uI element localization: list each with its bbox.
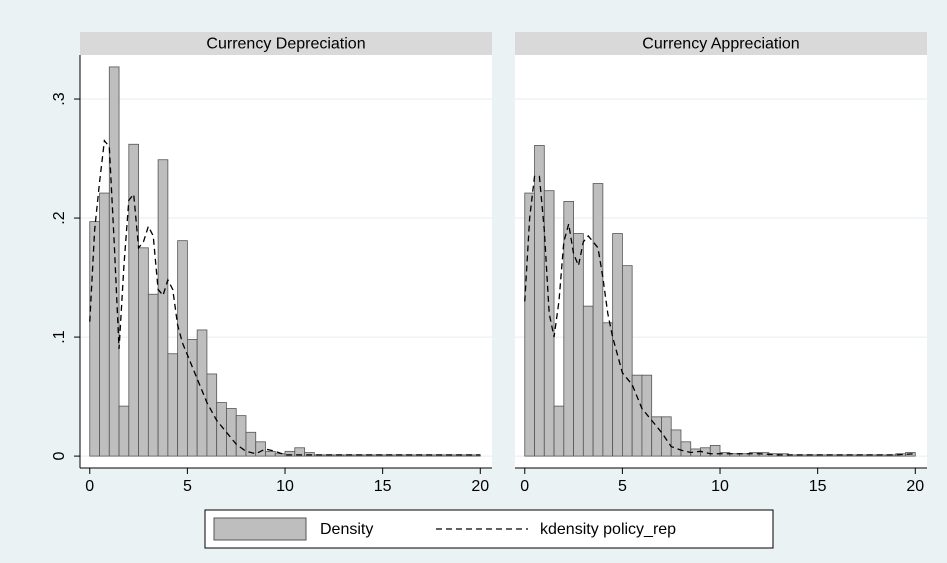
bar	[563, 200, 574, 457]
x-tick-label: 0	[85, 478, 94, 495]
bar	[602, 322, 614, 457]
x-tick-label: 20	[471, 478, 489, 495]
x-tick-label: 15	[809, 478, 827, 495]
kde-line	[89, 139, 481, 456]
bar	[680, 441, 692, 457]
bar	[274, 453, 286, 457]
bar	[157, 159, 169, 457]
x-tick-label: 5	[618, 478, 627, 495]
y-tick-label: 0	[51, 452, 68, 461]
bar	[196, 329, 208, 457]
bar	[670, 429, 682, 457]
bar	[226, 408, 237, 457]
bar	[108, 66, 120, 457]
bar	[265, 450, 276, 457]
bar	[534, 145, 545, 457]
bar	[118, 405, 130, 457]
panel-title: Currency Appreciation	[642, 36, 799, 53]
bar	[167, 353, 179, 457]
bar	[206, 373, 218, 457]
bar	[524, 192, 535, 457]
bar	[553, 405, 565, 457]
panel-header	[515, 32, 927, 55]
kde-line	[524, 175, 916, 456]
x-tick-label: 10	[276, 478, 294, 495]
bar	[661, 416, 672, 457]
x-tick-label: 15	[374, 478, 392, 495]
x-tick-label: 0	[520, 478, 529, 495]
bar	[582, 305, 594, 457]
bar	[641, 374, 653, 457]
y-tick-label: .2	[51, 211, 68, 224]
legend-label: Density	[320, 521, 373, 538]
bar	[216, 402, 227, 457]
bar	[89, 221, 100, 457]
panel-header	[80, 32, 492, 55]
bar	[99, 192, 110, 457]
bar	[294, 447, 305, 457]
y-tick-label: .1	[51, 330, 68, 343]
y-tick-label: .3	[51, 92, 68, 105]
bar	[543, 190, 555, 457]
bar	[177, 240, 188, 457]
legend-label: kdensity policy_rep	[540, 521, 676, 538]
x-tick-label: 5	[183, 478, 192, 495]
bar	[255, 441, 266, 457]
bar	[621, 265, 633, 457]
x-tick-label: 10	[711, 478, 729, 495]
panel-title: Currency Depreciation	[206, 36, 365, 53]
bar	[592, 183, 604, 457]
bar	[573, 233, 584, 457]
bar	[138, 247, 149, 457]
bar	[147, 293, 159, 457]
bar	[128, 143, 139, 457]
bar	[709, 444, 721, 457]
legend-swatch	[213, 517, 307, 541]
x-tick-label: 20	[906, 478, 924, 495]
